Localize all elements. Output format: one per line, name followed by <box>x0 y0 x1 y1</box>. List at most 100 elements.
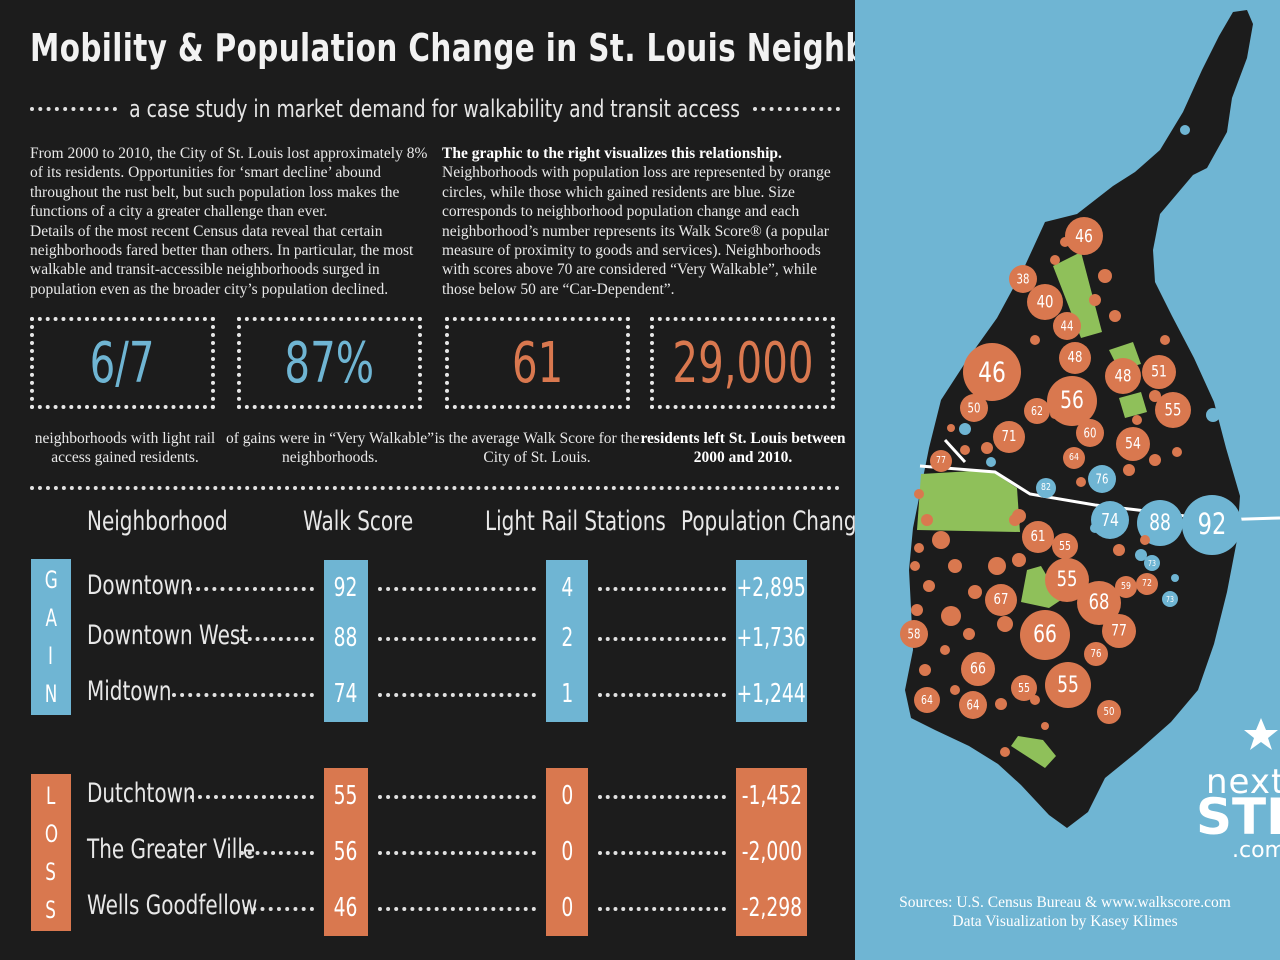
intro-left: From 2000 to 2010, the City of St. Louis… <box>30 144 430 299</box>
table-row: The Greater Ville 56 0 -2,000 <box>0 824 855 880</box>
header-light-rail: Light Rail Stations <box>485 506 666 537</box>
loss-neighborhood-circle: 48 <box>1105 358 1141 394</box>
row-dots <box>598 587 726 591</box>
gain-neighborhood-circle: 73 <box>1144 555 1160 571</box>
gain-circles: 92 88 74 76 82 73 73 <box>1036 465 1242 607</box>
loss-neighborhood-dot <box>914 543 924 553</box>
rail-value: 4 <box>561 573 573 603</box>
loss-neighborhood-dot <box>947 424 955 432</box>
row-dots <box>598 693 726 697</box>
loss-neighborhood-dot <box>932 531 950 549</box>
loss-neighborhood-dot <box>941 606 961 626</box>
loss-neighborhood-dot <box>963 628 975 640</box>
park <box>1119 392 1147 418</box>
neighborhood-name: The Greater Ville <box>87 834 256 865</box>
loss-neighborhood-circle-label: 64 <box>1069 452 1079 463</box>
header-walk-score: Walk Score <box>303 506 414 537</box>
rail-cell: 2 <box>546 610 588 666</box>
unlabeled-circles <box>910 125 1220 757</box>
loss-neighborhood-circle-label: 58 <box>908 626 921 642</box>
row-dots <box>598 907 726 911</box>
loss-neighborhood-dot <box>1000 747 1010 757</box>
row-dots <box>172 693 314 697</box>
row-dots <box>598 795 726 799</box>
loss-neighborhood-dot <box>1050 255 1060 265</box>
population-change-value: +1,244 <box>736 679 807 709</box>
gain-neighborhood-circle-label: 82 <box>1041 482 1051 493</box>
gain-neighborhood-circle-label: 88 <box>1149 510 1171 536</box>
loss-neighborhood-circle-label: 76 <box>1091 648 1102 660</box>
loss-neighborhood-dot <box>1076 477 1086 487</box>
loss-neighborhood-circle-label: 46 <box>1075 225 1093 246</box>
stat-box-rail: 6/7 <box>30 317 215 409</box>
neighborhood-map: 46 38 40 44 48 46 48 51 56 50 62 55 71 60 54 64 77 61 55 55… <box>900 10 1280 828</box>
stat-caption-residents-text: residents left St. Louis between 2000 an… <box>640 430 846 466</box>
gain-neighborhood-dot <box>986 457 996 467</box>
park <box>917 470 1020 532</box>
row-dots <box>378 637 536 641</box>
loss-neighborhood-circle-label: 59 <box>1121 581 1131 592</box>
loss-neighborhood-circle: 51 <box>1142 355 1176 389</box>
loss-neighborhood-dot <box>910 561 920 571</box>
loss-neighborhood-circle-label: 38 <box>1017 271 1030 287</box>
loss-neighborhood-dot <box>1132 415 1142 425</box>
row-dots <box>378 693 536 697</box>
population-change-value: -2,000 <box>741 837 802 867</box>
walk-score-cell: 92 <box>324 560 368 616</box>
walk-score-value: 74 <box>334 679 358 709</box>
gain-neighborhood-dot <box>1171 574 1179 582</box>
loss-neighborhood-circle-label: 44 <box>1061 318 1074 334</box>
loss-label-letter: L <box>46 781 56 810</box>
loss-neighborhood-dot <box>1009 514 1021 526</box>
rail-value: 0 <box>561 837 573 867</box>
loss-neighborhood-circle-label: 66 <box>1033 621 1057 649</box>
loss-neighborhood-circle: 72 <box>1136 573 1158 595</box>
loss-label-letter: S <box>45 857 57 886</box>
gain-label-letter: A <box>45 604 57 632</box>
park <box>1021 566 1061 608</box>
loss-neighborhood-circle-label: 55 <box>1059 539 1071 553</box>
park <box>1011 736 1056 768</box>
loss-neighborhood-circle: 64 <box>914 687 940 713</box>
loss-neighborhood-dot <box>981 442 993 454</box>
loss-neighborhood-dot <box>968 585 982 599</box>
walk-score-value: 92 <box>334 573 358 603</box>
rail-cell: 0 <box>546 880 588 936</box>
table-row: Downtown West 88 2 +1,736 <box>0 610 855 666</box>
loss-neighborhood-circle-label: 50 <box>1104 706 1115 718</box>
loss-neighborhood-circle: 77 <box>930 450 952 472</box>
loss-neighborhood-circle-label: 48 <box>1068 350 1083 367</box>
loss-neighborhood-dot <box>1089 294 1101 306</box>
population-change-value: +2,895 <box>736 573 807 603</box>
row-dots <box>188 587 314 591</box>
loss-neighborhood-circle: 67 <box>985 584 1017 616</box>
gain-neighborhood-circle-label: 92 <box>1198 508 1227 541</box>
gain-neighborhood-circle: 88 <box>1137 500 1183 546</box>
loss-neighborhood-circle-label: 61 <box>1031 529 1046 546</box>
stat-box-residents: 29,000 <box>650 317 835 409</box>
loss-neighborhood-circle: 55 <box>1045 558 1089 602</box>
map-panel: 46 38 40 44 48 46 48 51 56 50 62 55 71 60 54 64 77 61 55 55… <box>855 0 1280 960</box>
loss-neighborhood-circle: 58 <box>900 620 928 648</box>
row-dots <box>378 587 536 591</box>
loss-neighborhood-circle-label: 50 <box>968 400 981 416</box>
loss-neighborhood-dot <box>919 664 931 676</box>
intro-paragraph-1: From 2000 to 2010, the City of St. Louis… <box>30 145 428 221</box>
population-change-value: -1,452 <box>741 781 802 811</box>
loss-neighborhood-circle: 76 <box>1084 642 1108 666</box>
loss-neighborhood-circle: 44 <box>1053 312 1081 340</box>
loss-neighborhood-dot <box>911 604 923 616</box>
rail-value: 1 <box>561 679 573 709</box>
walk-score-cell: 74 <box>324 666 368 722</box>
loss-neighborhood-circle: 68 <box>1077 581 1121 625</box>
loss-neighborhood-circle-label: 40 <box>1037 292 1054 312</box>
loss-neighborhood-circle: 66 <box>1020 610 1070 660</box>
star-icon <box>1244 718 1278 750</box>
row-dots <box>240 637 314 641</box>
row-dots <box>240 851 314 855</box>
row-dots <box>378 907 536 911</box>
loss-neighborhood-circle: 55 <box>1155 392 1191 428</box>
gain-neighborhood-circle: 92 <box>1182 495 1242 555</box>
gain-neighborhood-dot <box>1180 125 1190 135</box>
